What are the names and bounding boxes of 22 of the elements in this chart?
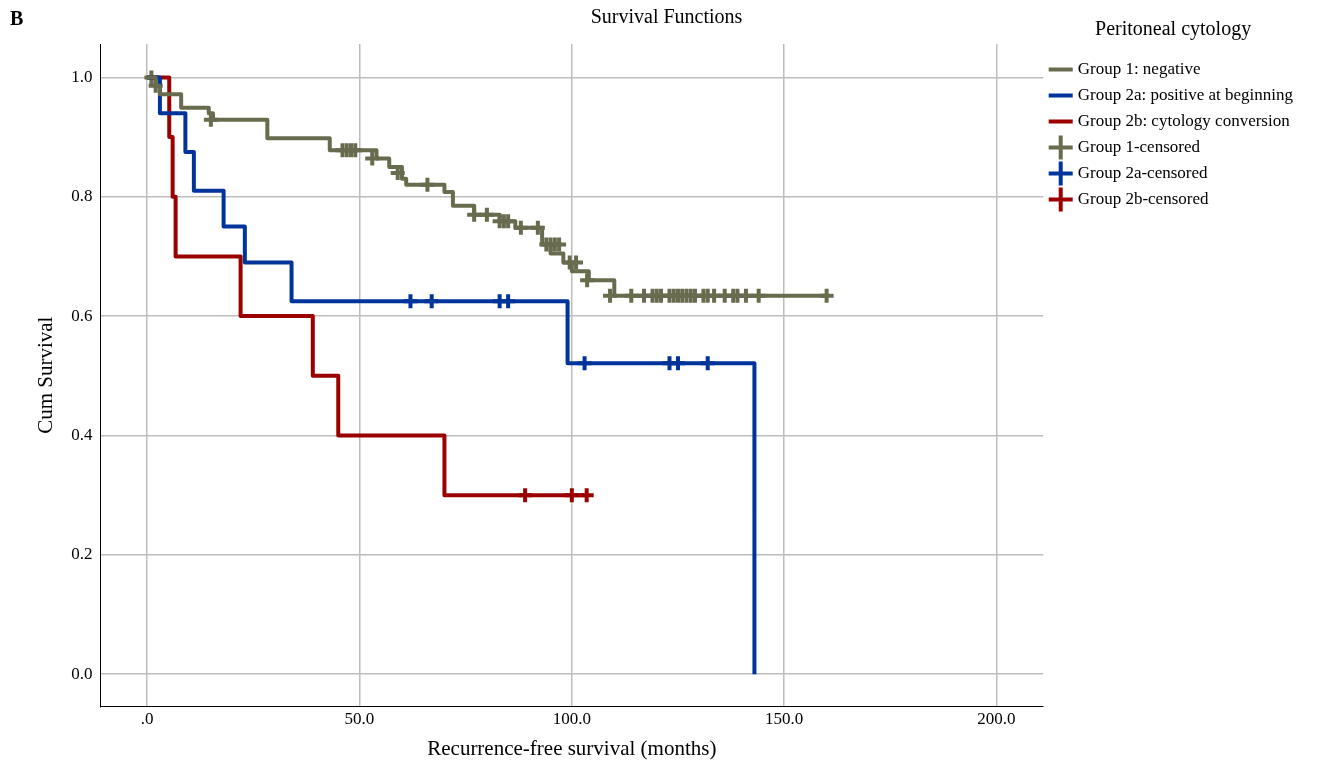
y-tick-label: 0.6	[71, 305, 93, 325]
legend-label: Group 2a: positive at beginning	[1077, 84, 1294, 104]
legend-label: Group 2a-censored	[1077, 162, 1209, 182]
x-tick-label: 200.0	[977, 709, 1016, 729]
text: B	[10, 7, 24, 30]
y-tick-label: 0.2	[71, 544, 93, 564]
y-tick-label: 0.0	[71, 663, 93, 683]
legend-label: Group 1-censored	[1077, 136, 1201, 156]
y-tick-label: 0.4	[71, 424, 93, 444]
x-axis-title: Recurrence-free survival (months)	[427, 735, 717, 760]
legend-label: Group 2b-censored	[1077, 188, 1209, 208]
y-tick-label: 1.0	[71, 66, 93, 86]
legend-label: Group 2b: cytology conversion	[1077, 110, 1291, 130]
legend-label: Group 1: negative	[1077, 58, 1201, 78]
x-tick-label: 50.0	[344, 709, 375, 729]
x-tick-label: 100.0	[552, 709, 591, 729]
x-tick-label: .0	[140, 709, 154, 729]
y-tick-label: 0.8	[71, 186, 93, 206]
x-tick-label: 150.0	[765, 709, 804, 729]
chart-title: Survival Functions	[590, 5, 743, 28]
legend-title: Peritoneal cytology	[1095, 17, 1252, 41]
y-axis-title: Cum Survival	[33, 316, 58, 434]
